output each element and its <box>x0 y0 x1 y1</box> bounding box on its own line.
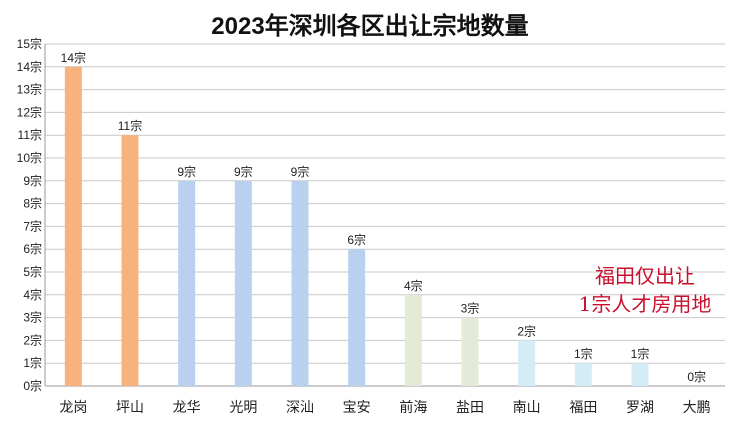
bar <box>291 180 309 386</box>
y-tick-label: 10宗 <box>17 150 42 165</box>
bar <box>348 249 366 386</box>
data-label: 9宗 <box>177 164 196 179</box>
annotation-line-2: 1宗人才房用地 <box>578 292 712 316</box>
y-tick-label: 12宗 <box>17 104 42 119</box>
bar <box>404 294 422 386</box>
x-tick-label: 龙岗 <box>59 399 87 415</box>
y-tick-label: 6宗 <box>23 241 42 256</box>
data-label: 9宗 <box>234 164 253 179</box>
y-tick-label: 8宗 <box>23 196 42 211</box>
bar <box>121 135 139 386</box>
y-tick-label: 3宗 <box>23 310 42 325</box>
data-label: 9宗 <box>291 164 310 179</box>
x-tick-label: 深汕 <box>286 399 314 415</box>
y-tick-label: 7宗 <box>23 218 42 233</box>
y-tick-label: 1宗 <box>23 355 42 370</box>
x-tick-label: 龙华 <box>173 399 201 415</box>
data-label: 1宗 <box>631 346 650 361</box>
x-tick-label: 大鹏 <box>683 399 711 415</box>
x-tick-label: 盐田 <box>456 399 484 415</box>
data-label: 0宗 <box>687 369 706 384</box>
y-tick-label: 5宗 <box>23 264 42 279</box>
annotation-line-1: 福田仅出让 <box>595 264 695 288</box>
data-label: 1宗 <box>574 346 593 361</box>
data-label: 4宗 <box>404 278 423 293</box>
y-tick-label: 4宗 <box>23 287 42 302</box>
bar <box>631 363 649 386</box>
chart-annotation: 福田仅出让 1宗人才房用地 <box>560 262 730 318</box>
y-tick-label: 14宗 <box>17 59 42 74</box>
y-tick-label: 11宗 <box>18 127 42 142</box>
x-tick-label: 坪山 <box>116 399 144 415</box>
bar <box>461 317 479 386</box>
y-tick-label: 9宗 <box>23 173 42 188</box>
x-tick-label: 前海 <box>399 399 427 415</box>
bar <box>178 180 196 386</box>
x-tick-label: 宝安 <box>343 399 371 415</box>
data-label: 11宗 <box>118 118 142 133</box>
y-tick-label: 13宗 <box>17 82 42 97</box>
data-label: 2宗 <box>517 323 536 338</box>
bar <box>64 66 82 387</box>
bar <box>234 180 252 386</box>
data-label: 14宗 <box>61 50 86 65</box>
data-label: 3宗 <box>461 301 480 316</box>
y-tick-label: 15宗 <box>17 36 42 51</box>
x-tick-label: 福田 <box>569 399 597 415</box>
bar <box>518 340 536 386</box>
y-tick-label: 2宗 <box>23 332 42 347</box>
data-label: 6宗 <box>347 232 366 247</box>
chart-title: 2023年深圳各区出让宗地数量 <box>211 13 529 40</box>
x-tick-label: 南山 <box>513 399 541 415</box>
x-tick-label: 罗湖 <box>626 399 654 415</box>
bar <box>574 363 592 386</box>
x-tick-label: 光明 <box>229 399 257 415</box>
y-tick-label: 0宗 <box>23 378 42 393</box>
